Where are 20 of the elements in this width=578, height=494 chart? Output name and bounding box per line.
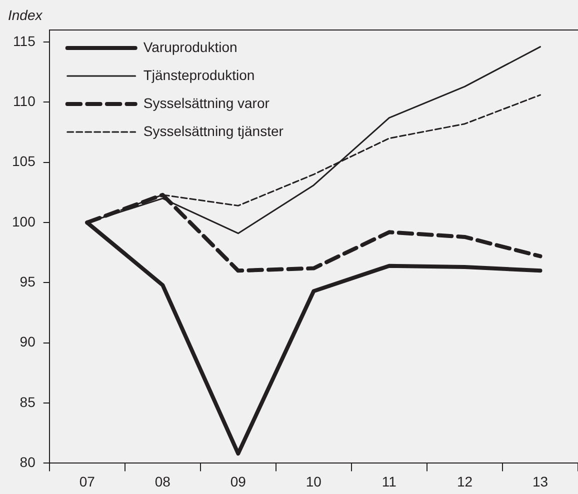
x-tick-label: 07	[79, 473, 96, 490]
y-tick-label: 115	[13, 32, 36, 49]
legend-label: Tjänsteproduktion	[143, 66, 255, 83]
y-tick-label: 110	[13, 93, 36, 110]
y-tick-label: 95	[20, 274, 36, 290]
y-axis-title: Index	[8, 7, 44, 23]
x-tick-label: 12	[456, 473, 473, 490]
legend-label: Sysselsättning varor	[143, 94, 270, 111]
y-tick-label: 105	[12, 153, 36, 170]
legend-label: Varuproduktion	[143, 38, 238, 55]
y-tick-label: 85	[20, 394, 36, 410]
x-tick-label: 08	[154, 473, 171, 490]
y-tick-label: 100	[12, 213, 36, 230]
x-tick-label: 10	[306, 473, 322, 490]
x-tick-label: 13	[532, 473, 548, 490]
legend-label: Sysselsättning tjänster	[143, 122, 284, 139]
y-tick-label: 80	[20, 454, 36, 470]
x-tick-label: 11	[382, 473, 397, 490]
y-tick-label: 90	[20, 334, 36, 350]
x-tick-label: 09	[230, 473, 246, 490]
